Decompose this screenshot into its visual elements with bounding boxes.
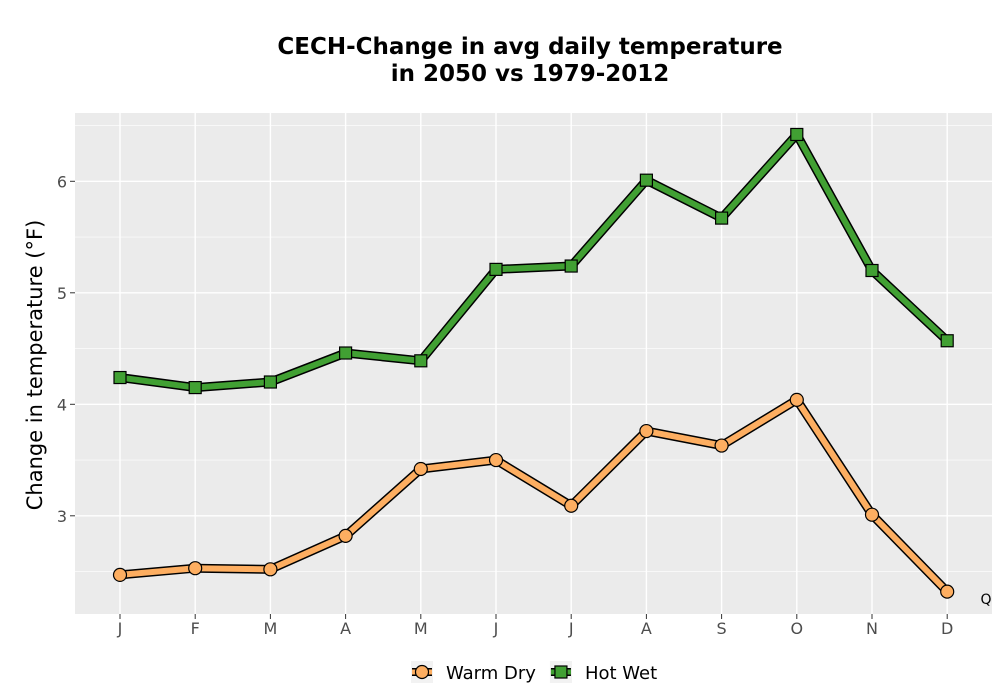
- legend-key-square-icon: [554, 665, 568, 679]
- data-point: [413, 461, 428, 477]
- data-point: [564, 259, 578, 273]
- data-point: [865, 263, 879, 278]
- legend-item-warm-dry: Warm Dry: [411, 661, 536, 684]
- data-point: [263, 562, 278, 577]
- chart-title-line2: in 2050 vs 1979-2012: [391, 61, 670, 87]
- series-line: [117, 131, 951, 391]
- x-tick-label: J: [117, 619, 123, 638]
- legend-label: Warm Dry: [446, 663, 536, 684]
- data-point: [564, 498, 579, 513]
- x-tick-label: A: [641, 619, 652, 638]
- data-point: [488, 452, 504, 468]
- data-point: [339, 346, 353, 360]
- data-point: [112, 567, 128, 582]
- series-warm-dry: [112, 392, 955, 599]
- data-point: [188, 380, 202, 395]
- data-point: [414, 354, 428, 368]
- x-tick-label: M: [263, 619, 277, 638]
- x-tick-label: A: [340, 619, 351, 638]
- y-tick-label: 3: [57, 507, 67, 526]
- x-tick-label: M: [414, 619, 428, 638]
- x-tick-label: S: [717, 619, 727, 638]
- series-layer: [112, 127, 955, 599]
- data-point: [714, 211, 729, 225]
- plot-panel: [75, 113, 992, 614]
- legend-item-hot-wet: Hot Wet: [549, 661, 657, 684]
- y-tick-label: 6: [57, 172, 67, 191]
- series-line: [117, 396, 951, 595]
- data-point: [790, 127, 804, 142]
- series-hot-wet: [113, 127, 954, 395]
- legend: Warm Dry Hot Wet: [411, 661, 657, 684]
- legend-key-circle-icon: [414, 664, 430, 680]
- x-tick-label: J: [493, 619, 499, 638]
- chart-annotation: Q: [980, 592, 991, 608]
- data-point: [940, 334, 954, 348]
- x-tick-label: N: [866, 619, 878, 638]
- y-axis-ticks: 3 4 5 6: [57, 172, 75, 526]
- data-point: [188, 561, 203, 576]
- y-tick-label: 4: [57, 395, 67, 414]
- x-tick-label: D: [941, 619, 953, 638]
- x-tick-label: F: [191, 619, 200, 638]
- data-point: [338, 528, 353, 543]
- y-tick-label: 5: [57, 284, 67, 303]
- data-point: [714, 438, 729, 453]
- legend-label: Hot Wet: [585, 663, 657, 684]
- x-tick-label: O: [791, 619, 804, 638]
- data-point: [789, 392, 804, 407]
- x-tick-label: J: [568, 619, 574, 638]
- y-axis-label: Change in temperature (°F): [23, 220, 47, 511]
- chart-title-line1: CECH-Change in avg daily temperature: [277, 34, 782, 60]
- data-point: [639, 423, 654, 439]
- data-point: [489, 262, 503, 276]
- data-point: [940, 584, 955, 599]
- data-point: [263, 375, 277, 389]
- data-point: [113, 370, 127, 385]
- data-point: [864, 507, 880, 522]
- data-point: [639, 173, 654, 187]
